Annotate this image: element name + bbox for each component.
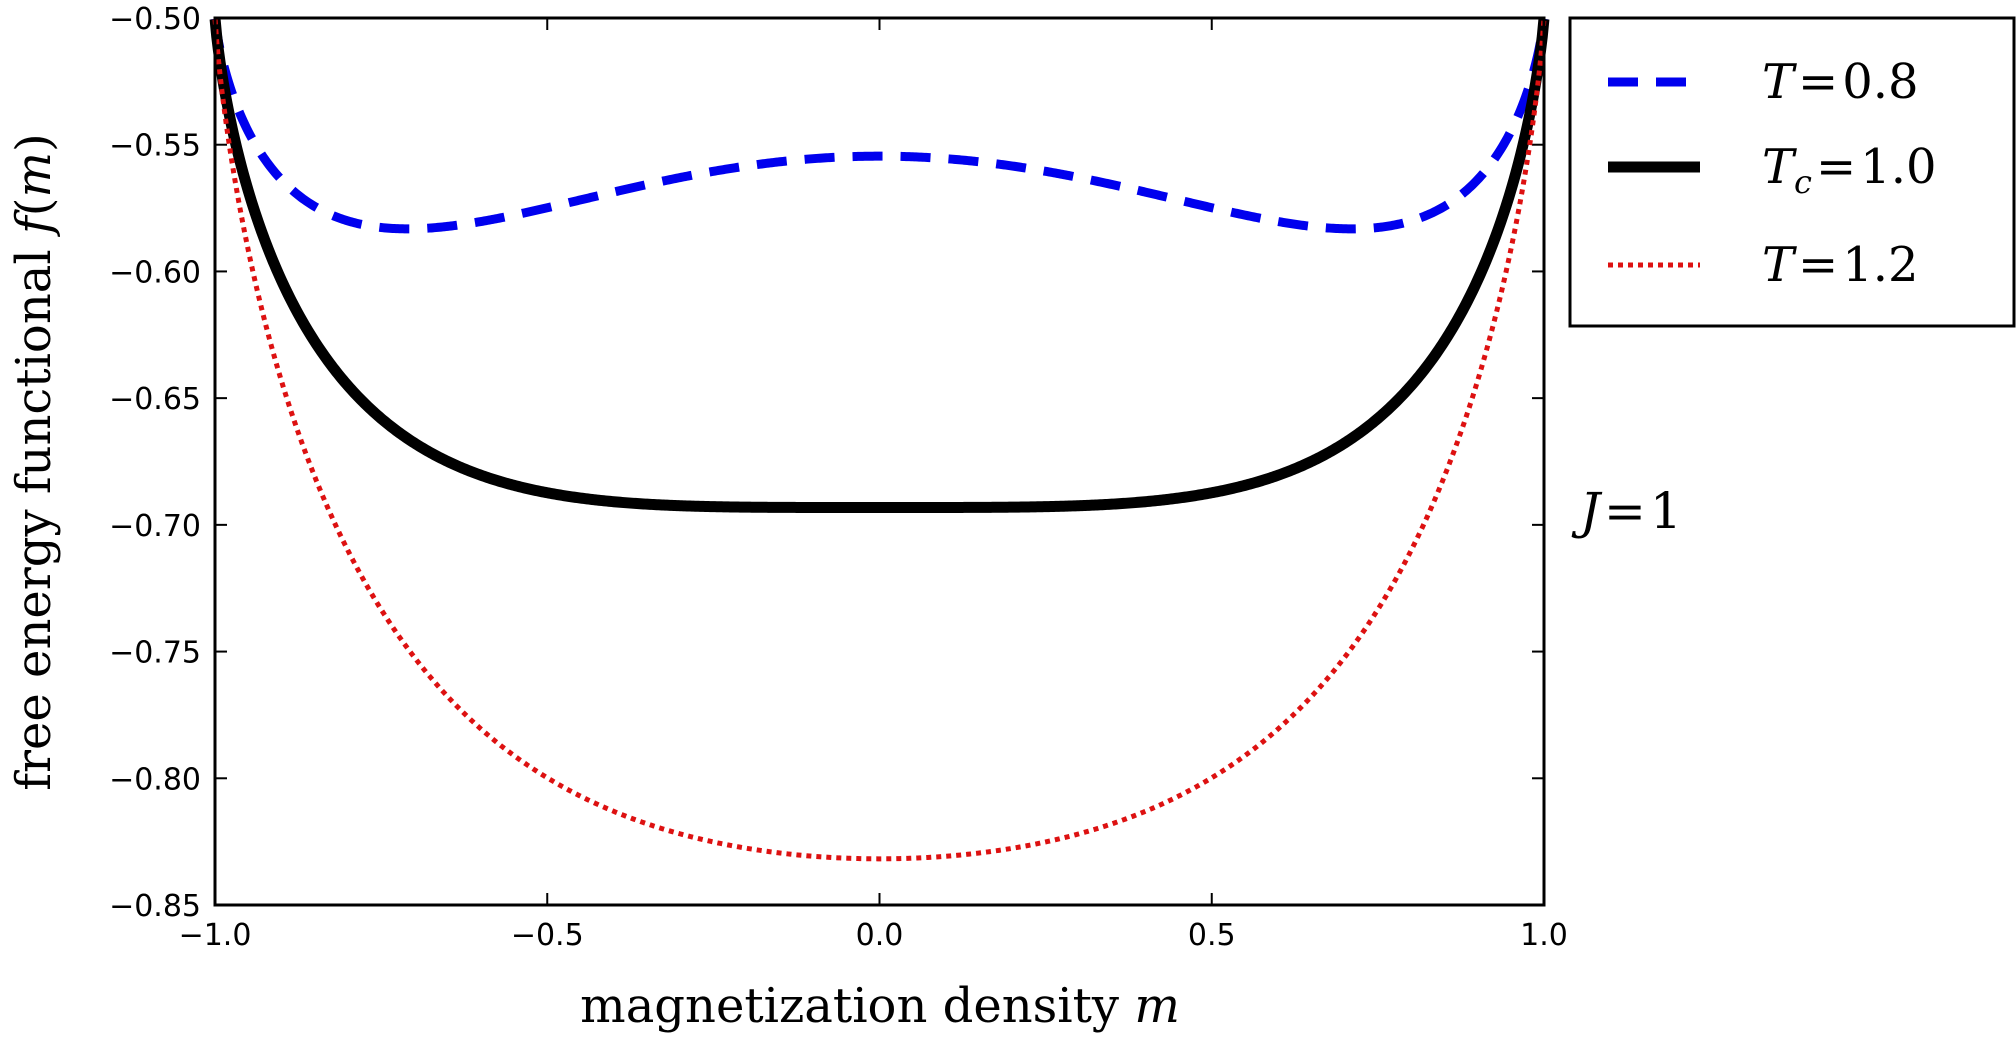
x-tick-label-0: −1.0 (179, 918, 252, 953)
x-axis-title: magnetization density m (580, 978, 1180, 1034)
x-tick-label-1: −0.5 (511, 918, 584, 953)
x-axis-title-var: m (1134, 978, 1180, 1034)
y-axis-title-open-paren: ( (6, 198, 62, 217)
x-tick-label-2: 0.0 (856, 918, 904, 953)
y-tick-label-1: −0.55 (109, 129, 201, 164)
series-line-2 (212, 19, 1547, 862)
x-tick-label-4: 1.0 (1520, 918, 1568, 953)
y-tick-label-4: −0.70 (109, 509, 201, 544)
x-axis-title-text: magnetization density (580, 978, 1119, 1034)
y-tick-label-7: −0.85 (109, 889, 201, 924)
y-tick-label-5: −0.75 (109, 636, 201, 671)
series-line-1 (209, 18, 1550, 513)
series-layer (209, 18, 1550, 862)
series-line-0 (210, 18, 1549, 234)
plot-frame (213, 16, 1546, 907)
y-tick-label-3: −0.65 (109, 382, 201, 417)
x-tick-label-3: 0.5 (1188, 918, 1236, 953)
y-axis-title-var: m (6, 152, 62, 198)
y-tick-label-2: −0.60 (109, 255, 201, 290)
y-tick-label-6: −0.80 (109, 762, 201, 797)
legend-label-0: T=0.8 (1762, 54, 1919, 110)
y-axis-title: free energy functional f(m) (6, 133, 62, 790)
y-axis-title-close-paren: ) (6, 133, 62, 152)
y-tick-label-0: −0.50 (109, 2, 201, 37)
legend-label-1: Tc=1.0 (1762, 139, 1937, 201)
annotation-j: J=1 (1571, 482, 1682, 540)
ticks-layer: −1.0 −0.5 0.0 0.5 1.0 −0.50 −0.55 −0.60 −0.65 −0.… (109, 2, 1568, 953)
y-axis-title-text: free energy functional (6, 249, 62, 790)
legend-label-2: T=1.2 (1762, 237, 1919, 293)
legend: T=0.8 Tc=1.0 T=1.2 (1568, 16, 2016, 328)
